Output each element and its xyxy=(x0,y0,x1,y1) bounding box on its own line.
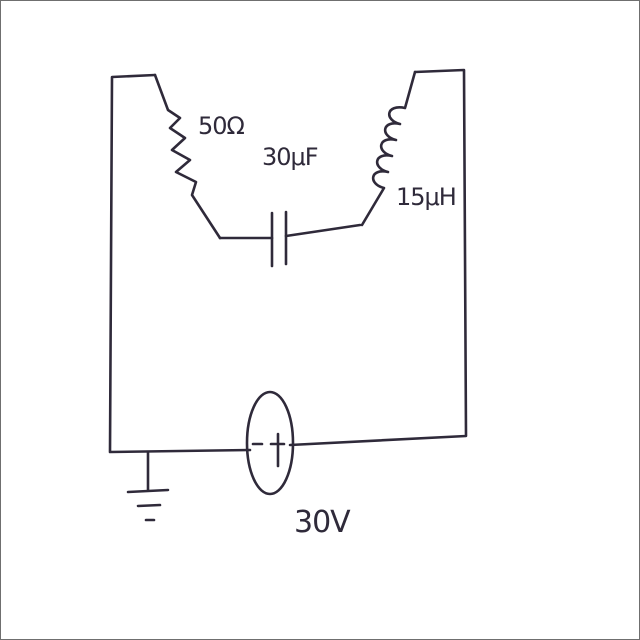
bottom-center-wire-right xyxy=(284,223,362,238)
source-label: 30V xyxy=(294,505,351,540)
resistor-symbol xyxy=(153,73,222,240)
resistor-label: 50Ω xyxy=(198,112,245,140)
right-wire xyxy=(288,68,468,447)
voltage-source-symbol xyxy=(245,390,295,496)
inductor-label: 15μH xyxy=(396,183,456,211)
ground-symbol xyxy=(126,450,170,522)
capacitor-label: 30μF xyxy=(262,143,318,171)
inductor-symbol xyxy=(360,70,417,227)
capacitor-symbol xyxy=(270,210,288,268)
left-wire xyxy=(108,73,252,454)
